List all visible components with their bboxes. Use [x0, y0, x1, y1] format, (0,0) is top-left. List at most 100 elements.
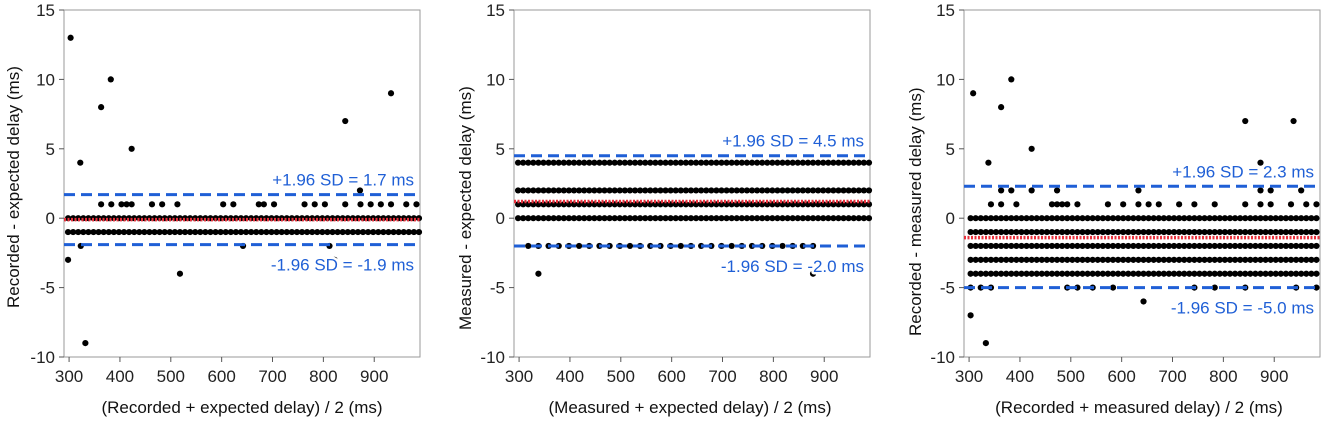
data-point	[825, 215, 832, 222]
data-point	[748, 159, 756, 166]
data-point	[1221, 242, 1228, 250]
data-point	[967, 270, 974, 277]
data-point	[998, 256, 1005, 263]
y-tick-label: -10	[930, 348, 955, 367]
data-point	[1104, 242, 1112, 250]
data-point	[687, 187, 695, 194]
data-point	[217, 228, 224, 236]
data-point	[662, 159, 669, 166]
data-point	[1053, 215, 1061, 222]
data-point	[1262, 256, 1269, 263]
data-point	[1287, 256, 1295, 263]
data-point	[616, 201, 623, 208]
x-tick-label: 900	[360, 367, 388, 386]
data-point	[1048, 242, 1056, 250]
data-point	[1196, 242, 1203, 250]
data-point	[728, 215, 735, 222]
data-point	[540, 215, 547, 222]
data-point	[779, 159, 786, 166]
data-point	[1282, 242, 1290, 250]
data-point	[1272, 228, 1279, 236]
data-point	[202, 228, 209, 236]
data-point	[998, 104, 1005, 111]
data-point	[748, 215, 756, 222]
data-point	[774, 201, 781, 208]
data-point	[982, 242, 989, 250]
data-point	[1043, 242, 1050, 250]
data-point	[1120, 256, 1127, 263]
data-point	[314, 228, 321, 236]
data-point	[1237, 242, 1244, 250]
data-point	[1084, 228, 1091, 236]
data-point	[278, 228, 285, 236]
data-point	[992, 215, 1000, 222]
data-point	[1013, 256, 1020, 263]
x-tick-label: 500	[1057, 367, 1085, 386]
y-tick-label: 10	[36, 70, 55, 89]
data-point	[565, 159, 573, 166]
data-point	[1130, 242, 1137, 250]
data-point	[535, 159, 542, 166]
data-point	[298, 228, 306, 236]
data-point	[1257, 228, 1264, 236]
data-point	[1099, 270, 1106, 277]
data-point	[1064, 256, 1071, 263]
data-point	[631, 159, 639, 166]
data-point	[1135, 256, 1142, 263]
data-point	[387, 90, 395, 97]
data-point	[1028, 256, 1035, 263]
data-point	[657, 159, 664, 166]
data-point	[535, 215, 542, 222]
data-point	[1084, 256, 1091, 263]
data-point	[1104, 215, 1112, 222]
data-point	[1064, 228, 1071, 236]
data-point	[987, 201, 995, 208]
data-point	[115, 228, 123, 236]
data-point	[967, 228, 974, 236]
data-point	[1104, 201, 1112, 208]
data-point	[192, 228, 199, 236]
data-point	[596, 215, 603, 222]
data-point	[626, 187, 634, 194]
x-tick-label: 500	[157, 367, 185, 386]
data-point	[70, 228, 77, 236]
data-point	[1013, 215, 1020, 222]
data-point	[586, 159, 593, 166]
data-point	[64, 256, 72, 263]
data-point	[586, 187, 593, 194]
data-point	[970, 90, 977, 97]
data-point	[723, 215, 730, 222]
data-point	[1074, 228, 1081, 236]
data-point	[652, 215, 659, 222]
data-point	[1237, 270, 1244, 277]
data-point	[1104, 228, 1112, 236]
data-point	[611, 159, 618, 166]
data-point	[514, 201, 522, 208]
data-point	[1201, 215, 1208, 222]
data-point	[403, 201, 410, 208]
data-point	[530, 187, 537, 194]
data-point	[560, 159, 567, 166]
data-point	[1094, 215, 1101, 222]
data-point	[977, 242, 984, 250]
data-point	[733, 187, 740, 194]
x-axis-label: (Recorded + measured delay) / 2 (ms)	[995, 398, 1283, 417]
data-point	[535, 187, 542, 194]
data-point	[692, 215, 700, 222]
data-point	[514, 215, 522, 222]
data-point	[1094, 256, 1101, 263]
data-point	[1201, 270, 1208, 277]
x-tick-label: 600	[1107, 367, 1135, 386]
data-point	[1308, 270, 1315, 277]
data-point	[1267, 270, 1274, 277]
data-point	[514, 187, 522, 194]
data-point	[520, 187, 527, 194]
data-point	[672, 215, 679, 222]
data-point	[1211, 228, 1218, 236]
data-point	[728, 187, 735, 194]
data-point	[662, 187, 669, 194]
data-point	[672, 159, 679, 166]
limit-label-halo: -1.96 SD = -2.0 ms	[721, 257, 864, 276]
data-point	[809, 215, 817, 222]
data-point	[570, 201, 578, 208]
